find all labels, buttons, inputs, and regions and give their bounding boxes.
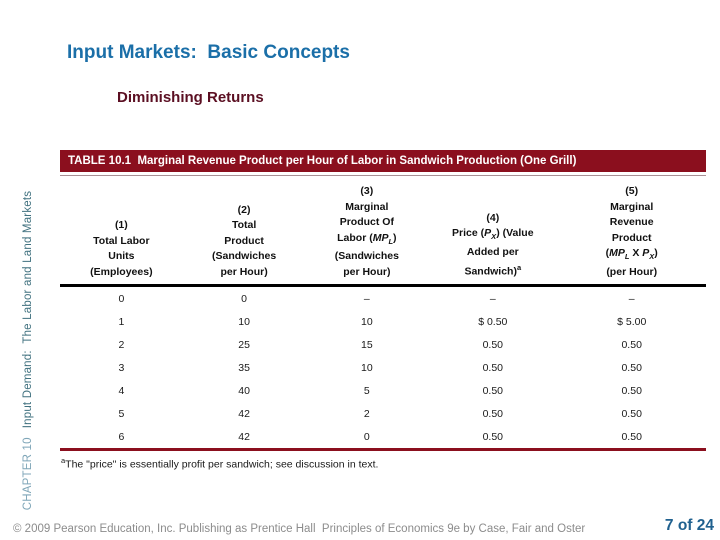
col-header-2: (2) Total Product (Sandwiches per Hour) — [182, 175, 306, 288]
table-cell: 0.50 — [482, 407, 504, 420]
table-cell: – — [363, 292, 370, 305]
table-cell: 40 — [238, 384, 250, 397]
table-cell: 6 — [118, 430, 125, 443]
table-cell: 15 — [360, 338, 373, 351]
table-cell: 3 — [118, 361, 125, 374]
table-row: 3 35 10 0.50 0.50 — [60, 356, 706, 379]
table-cell: 2 — [118, 338, 125, 351]
col-header-3: (3) Marginal Product Of Labor (MPL) (San… — [305, 175, 429, 288]
table-cell: 25 — [238, 338, 250, 351]
table-cell: 4 — [118, 384, 125, 397]
table-row: 4 40 5 0.50 0.50 — [60, 379, 706, 402]
table-row: 6 42 0 0.50 0.50 — [60, 425, 706, 450]
table-cell: 1 — [118, 315, 125, 328]
table-cell: 0.50 — [482, 338, 504, 351]
table-cell: 5 — [363, 384, 370, 397]
table-cell: 0.50 — [482, 361, 504, 374]
table-cell: – — [628, 292, 635, 305]
table-cell: 0.50 — [621, 407, 642, 420]
table-cell: 0.50 — [621, 384, 642, 397]
mrp-table: (1) Total Labor Units (Employees) (2) To… — [60, 175, 706, 452]
col-header-5: (5) Marginal Revenue Product (MPL X PX) … — [557, 175, 706, 288]
chapter-label: CHAPTER 10 — [22, 437, 34, 511]
table-row: 2 25 15 0.50 0.50 — [60, 333, 706, 356]
table-cell: $ 0.50 — [478, 315, 508, 328]
footnote-marker: a — [516, 263, 522, 273]
table-cell: 0.50 — [482, 430, 504, 443]
table-row: 0 0 – – – — [60, 286, 706, 311]
table-cell: 0.50 — [621, 338, 642, 351]
table-cell: 5 — [118, 407, 125, 420]
table-row: 1 10 10 $ 0.50 $ 5.00 — [60, 310, 706, 333]
chapter-sidebar: CHAPTER 10 Input Demand: The Labor and La… — [10, 191, 34, 517]
table-cell: – — [489, 292, 496, 305]
page-number: 7 of 24 — [664, 517, 714, 534]
table-cell: 0 — [363, 430, 370, 443]
table-cell: 2 — [363, 407, 370, 420]
table-cell: 0 — [241, 292, 248, 305]
table-title-bar: TABLE 10.1 Marginal Revenue Product per … — [60, 150, 706, 172]
table-cell: 10 — [238, 315, 250, 328]
table-cell: 35 — [238, 361, 250, 374]
table-footnote: aThe "price" is essentially profit per s… — [61, 456, 379, 471]
table-row: 5 42 2 0.50 0.50 — [60, 402, 706, 425]
col-header-1: (1) Total Labor Units (Employees) — [60, 175, 183, 288]
table-cell: 0.50 — [621, 430, 642, 443]
footnote-marker: a — [61, 456, 66, 466]
copyright-text: © 2009 Pearson Education, Inc. Publishin… — [13, 523, 586, 535]
table-cell: 10 — [360, 315, 373, 328]
page-title: Input Markets: Basic Concepts — [67, 42, 350, 63]
table-cell: 10 — [360, 361, 373, 374]
section-subtitle: Diminishing Returns — [117, 89, 264, 106]
table-cell: 0 — [118, 292, 125, 305]
table-header-row: (1) Total Labor Units (Employees) (2) To… — [60, 175, 706, 288]
table-cell: $ 5.00 — [617, 315, 647, 328]
col-header-4: (4) Price (PX) (Value Added per Sandwich… — [428, 175, 558, 288]
table-cell: 42 — [238, 407, 250, 420]
chapter-title-label: Input Demand: The Labor and Land Markets — [22, 190, 34, 429]
table-cell: 0.50 — [482, 384, 504, 397]
mrp-table-container: TABLE 10.1 Marginal Revenue Product per … — [60, 150, 706, 471]
table-cell: 42 — [238, 430, 250, 443]
table-cell: 0.50 — [621, 361, 642, 374]
